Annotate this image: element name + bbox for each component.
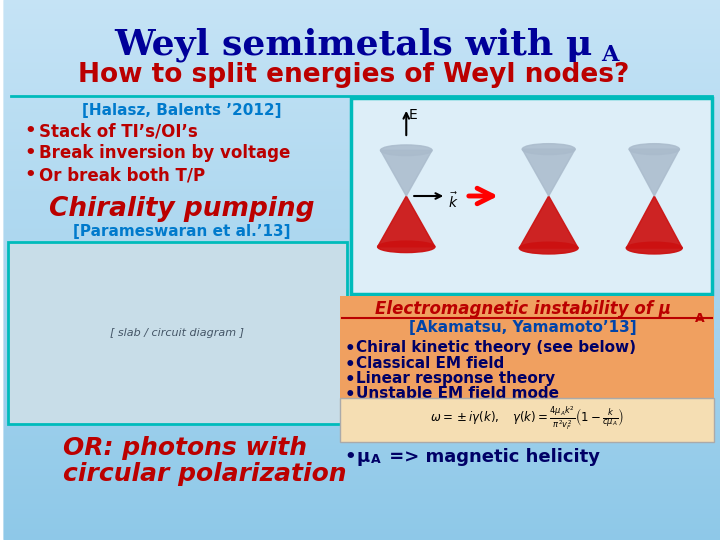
Text: •: • <box>344 386 355 404</box>
Text: •: • <box>344 356 355 374</box>
Text: Electromagnetic instability of μ: Electromagnetic instability of μ <box>375 300 671 318</box>
Polygon shape <box>380 150 432 196</box>
Text: A: A <box>695 312 705 325</box>
Text: Break inversion by voltage: Break inversion by voltage <box>39 144 290 162</box>
Polygon shape <box>626 196 683 248</box>
Ellipse shape <box>380 145 432 156</box>
Text: Chiral kinetic theory (see below): Chiral kinetic theory (see below) <box>356 340 636 355</box>
Text: A: A <box>372 453 381 466</box>
Text: A: A <box>601 44 619 66</box>
Text: •: • <box>24 122 37 140</box>
Ellipse shape <box>519 242 578 254</box>
FancyBboxPatch shape <box>351 98 712 294</box>
Text: [Akamatsu, Yamamoto’13]: [Akamatsu, Yamamoto’13] <box>409 320 636 335</box>
Text: •: • <box>344 371 355 389</box>
Text: Unstable EM field mode: Unstable EM field mode <box>356 386 559 401</box>
Polygon shape <box>519 196 578 248</box>
FancyBboxPatch shape <box>340 296 714 428</box>
Polygon shape <box>522 149 575 196</box>
Ellipse shape <box>377 241 435 253</box>
Ellipse shape <box>629 144 680 154</box>
Text: $\omega = \pm i\gamma(k),\quad \gamma(k) = \frac{4\mu_A k^2}{\pi^2 v_F^2}\left(1: $\omega = \pm i\gamma(k),\quad \gamma(k)… <box>430 404 624 432</box>
FancyBboxPatch shape <box>340 398 714 442</box>
Text: OR: photons with: OR: photons with <box>63 436 307 460</box>
Text: Classical EM field: Classical EM field <box>356 356 505 371</box>
Text: Chirality pumping: Chirality pumping <box>50 196 315 222</box>
Text: •: • <box>24 166 37 184</box>
Text: E: E <box>408 108 417 122</box>
Text: circular polarization: circular polarization <box>63 462 346 486</box>
Text: Stack of TI’s/OI’s: Stack of TI’s/OI’s <box>39 122 197 140</box>
Text: How to split energies of Weyl nodes?: How to split energies of Weyl nodes? <box>78 62 629 88</box>
Polygon shape <box>377 196 435 247</box>
Text: μ: μ <box>356 448 369 466</box>
Text: [ slab / circuit diagram ]: [ slab / circuit diagram ] <box>110 328 244 338</box>
Text: Linear response theory: Linear response theory <box>356 371 556 386</box>
Polygon shape <box>629 149 680 196</box>
Text: •: • <box>344 448 356 466</box>
Text: [Parameswaran et al.’13]: [Parameswaran et al.’13] <box>73 224 291 239</box>
Text: [Halasz, Balents ’2012]: [Halasz, Balents ’2012] <box>82 103 282 118</box>
Text: => magnetic helicity: => magnetic helicity <box>383 448 600 466</box>
Text: $\vec{k}$: $\vec{k}$ <box>448 191 459 211</box>
Text: Weyl semimetals with μ: Weyl semimetals with μ <box>114 28 593 63</box>
Ellipse shape <box>522 144 575 154</box>
Text: •: • <box>24 144 37 162</box>
Text: Or break both T/P: Or break both T/P <box>39 166 205 184</box>
Ellipse shape <box>626 242 683 254</box>
Text: •: • <box>344 340 355 358</box>
FancyBboxPatch shape <box>8 242 346 424</box>
